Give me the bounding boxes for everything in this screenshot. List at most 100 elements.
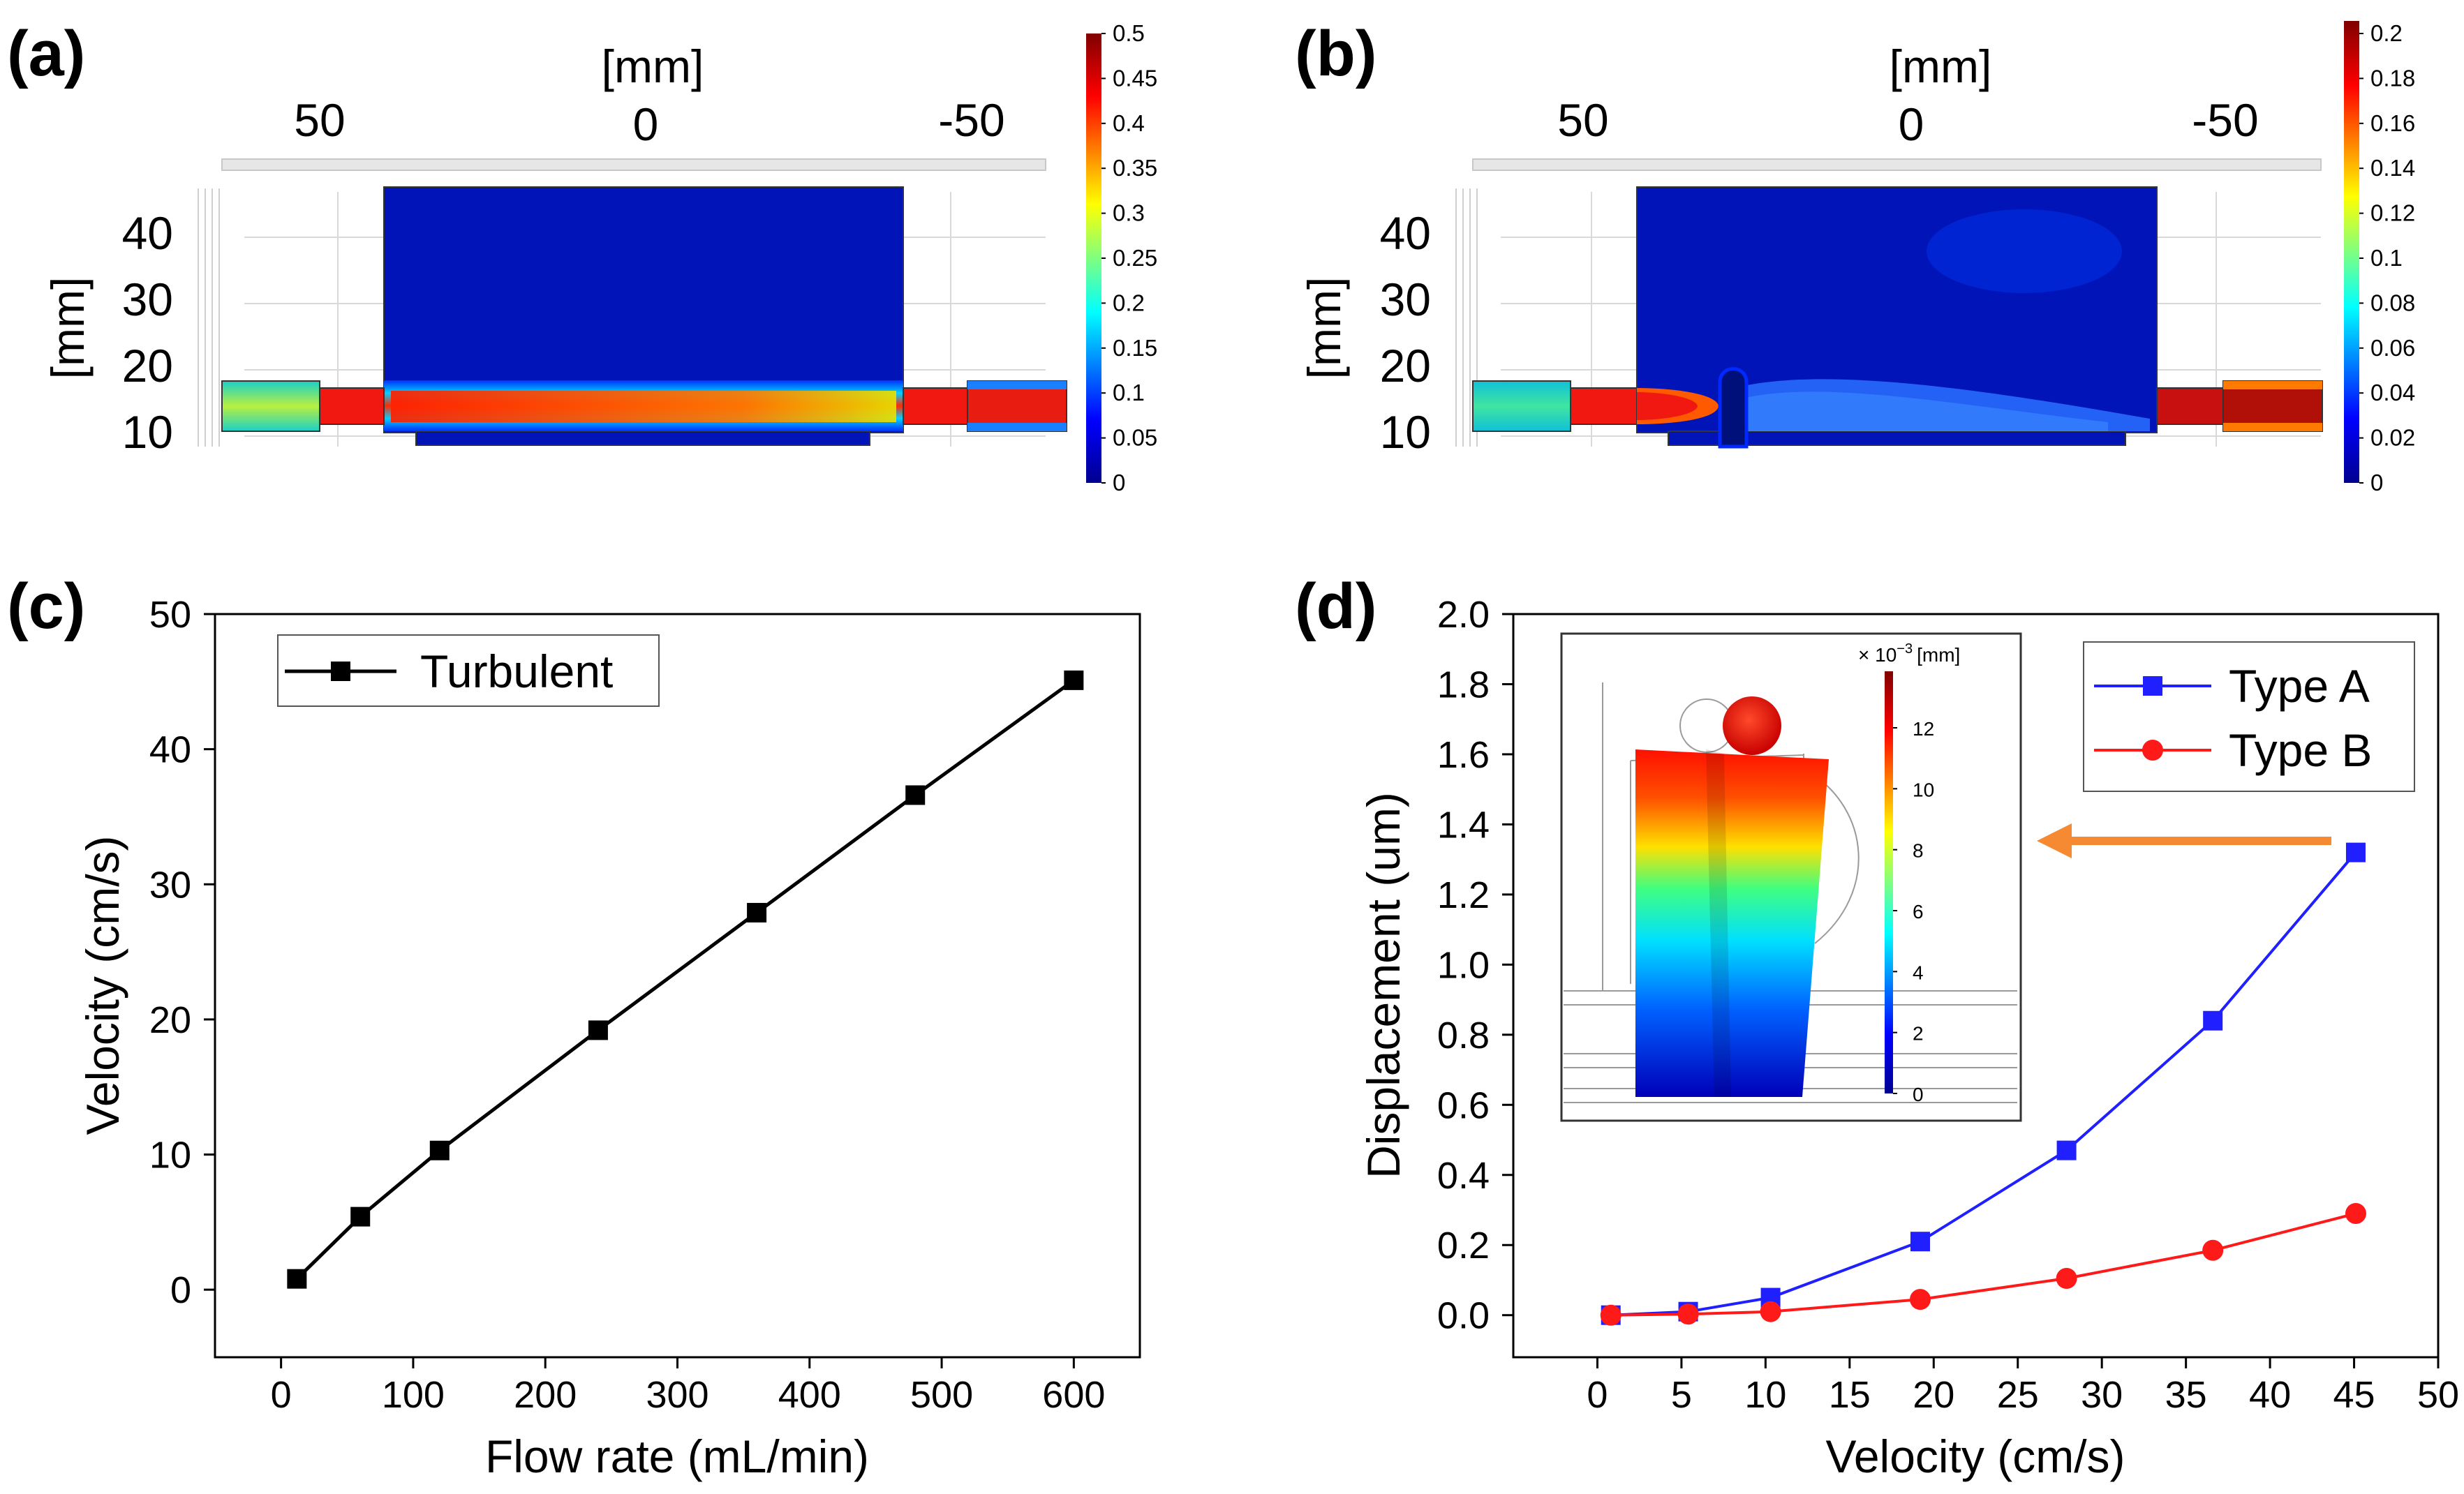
panel-c-data-point	[588, 1020, 608, 1040]
panel-b-ytick-20: 20	[1380, 340, 1431, 391]
panel-d-data-point	[2203, 1010, 2223, 1031]
panel-c-x-tick-label: 400	[778, 1374, 841, 1416]
panel-a-top-axis-rail	[221, 158, 1046, 171]
panel-a-colorbar-tick-label: 0.15	[1113, 335, 1157, 361]
panel-a-left-axis-rail	[198, 188, 220, 447]
panel-b-left-unit: [mm]	[1298, 277, 1350, 380]
panel-a-colorbar-tick-label: 0.1	[1113, 380, 1145, 405]
panel-a-colorbar-tick-label: 0.4	[1113, 110, 1145, 136]
panel-c-y-tick-label: 20	[149, 999, 191, 1041]
panel-c-series-line	[295, 678, 1075, 1280]
panel-a-colorbar-tick-label: 0.3	[1113, 200, 1145, 226]
panel-a-colorbar-ticks: 0.5 0.45 0.4 0.35 0.3 0.25 0.2 0.15 0.1 0.05 0	[1101, 20, 1157, 495]
panel-d-legend-marker-b	[2142, 740, 2163, 761]
panel-a-ytick-30: 30	[122, 274, 173, 325]
panel-b-xtick-0: 0	[1899, 98, 1924, 150]
panel-a-colorbar-tick-label: 0.25	[1113, 245, 1157, 271]
panel-d-x-tick-label: 0	[1587, 1374, 1608, 1416]
panel-d-label: (d)	[1295, 571, 1376, 642]
panel-d-data-point	[2345, 1203, 2366, 1225]
panel-a-velocity-field	[221, 186, 1067, 446]
panel-c-y-axis-label: Velocity (cm/s)	[77, 835, 128, 1135]
panel-b-colorbar-tick-label: 0.02	[2370, 425, 2415, 451]
panel-b-label: (b)	[1295, 18, 1376, 89]
panel-c-x-tick-label: 500	[910, 1374, 973, 1416]
panel-d-data-point	[1760, 1301, 1781, 1322]
panel-b-ytick-10: 10	[1380, 406, 1431, 458]
panel-d-legend-box	[2083, 641, 2415, 792]
panel-b-colorbar-tick-label: 0.12	[2370, 200, 2415, 226]
panel-d-y-tick-label: 1.4	[1437, 804, 1490, 846]
panel-c-y-tick-label: 50	[149, 594, 191, 636]
panel-a-top-unit: [mm]	[602, 40, 704, 92]
panel-c-x-tick-label: 100	[382, 1374, 445, 1416]
panel-b-colorbar-tick-label: 0.08	[2370, 290, 2415, 315]
panel-a-colorbar-tick-label: 0.05	[1113, 425, 1157, 451]
panel-d-chart: 0 5 10 15 20 25 30 35 40 45 500.00.20.40.60.81.01.…	[1437, 594, 2459, 1416]
panel-d-data-point	[1677, 1303, 1699, 1325]
panel-a-colorbar	[1086, 33, 1101, 483]
panel-a-xtick-50: 50	[294, 94, 345, 146]
panel-d-data-point	[2056, 1267, 2077, 1289]
panel-d-x-tick-label: 15	[1829, 1374, 1871, 1416]
panel-a-xtick-neg50: -50	[938, 94, 1004, 146]
panel-c-y-tick-label: 40	[149, 729, 191, 771]
panel-d-y-tick-label: 0.2	[1437, 1225, 1490, 1267]
panel-c-legend-marker	[331, 662, 350, 681]
panel-d-inset-colorbar-tick-label: 4	[1913, 962, 1924, 983]
panel-d-inset-pillar-shade	[1706, 749, 1731, 1097]
panel-d-inset-ball	[1723, 696, 1781, 755]
panel-d-plot-frame	[1512, 613, 2440, 1359]
panel-c-x-tick-label: 200	[514, 1374, 577, 1416]
panel-b-colorbar-tick-label: 0.2	[2370, 20, 2403, 46]
panel-d-y-tick-label: 0.0	[1437, 1295, 1490, 1337]
panel-c-y-tick-label: 0	[170, 1269, 191, 1311]
panel-c-legend: Turbulent	[277, 634, 660, 707]
panel-d-series-line	[1610, 1212, 2357, 1317]
panel-d-data-point	[2056, 1140, 2077, 1160]
panel-b-colorbar-tick-label: 0.04	[2370, 380, 2415, 405]
panel-d-y-axis-label: Displacement (um)	[1358, 792, 1409, 1179]
panel-d-inset-pillar	[1635, 749, 1829, 1097]
panel-d-y-tick-label: 1.6	[1437, 734, 1490, 776]
panel-d-x-tick-label: 30	[2081, 1374, 2123, 1416]
panel-d-x-tick-label: 35	[2165, 1374, 2207, 1416]
panel-b-colorbar-tick-label: 0.18	[2370, 65, 2415, 91]
panel-c-legend-label: Turbulent	[420, 645, 613, 697]
panel-c-data-point	[905, 785, 926, 805]
panel-d-inset-colorbar	[1885, 671, 1893, 1093]
panel-d-inset-colorbar-tick-label: 2	[1913, 1023, 1924, 1045]
panel-c-x-tick-label: 0	[271, 1374, 292, 1416]
panel-c-data-point	[1064, 670, 1084, 690]
panel-d-inset-colorbar-ticks: 12 10 8 6 4 2 0	[1893, 718, 1934, 1105]
panel-d-inset-colorbar-tick-label: 8	[1913, 840, 1924, 862]
panel-a-ytick-40: 40	[122, 207, 173, 259]
panel-d-legend-label-a: Type A	[2229, 660, 2370, 712]
panel-b-left-axis-rail	[1455, 188, 1478, 447]
panel-a: (a) [mm] 50 0 -50 40 30 20 10 [mm]	[7, 18, 1157, 495]
panel-a-colorbar-tick-label: 0.5	[1113, 20, 1145, 46]
panel-a-colorbar-tick-label: 0.45	[1113, 65, 1157, 91]
panel-d-y-tick-label: 1.8	[1437, 664, 1490, 705]
panel-d-y-tick-label: 0.8	[1437, 1015, 1490, 1056]
panel-c-plot-frame	[214, 613, 1141, 1359]
panel-b-colorbar-tick-label: 0.06	[2370, 335, 2415, 361]
panel-a-label: (a)	[7, 18, 85, 89]
panel-d-arrow-head	[2037, 823, 2072, 858]
panel-c-y-tick-label: 30	[149, 864, 191, 906]
panel-a-left-unit: [mm]	[42, 277, 94, 380]
panel-d-x-tick-label: 50	[2417, 1374, 2459, 1416]
panel-b-colorbar	[2344, 21, 2359, 483]
panel-c-chart: 0 100 200 300 400 500 600 0 10 20 30 40 50	[149, 594, 1105, 1416]
panel-d-data-point	[1910, 1232, 1930, 1252]
panel-d-data-point	[2202, 1239, 2224, 1261]
panel-b: (b) [mm] 50 0 -50 40 30 20 10 [mm]	[1295, 18, 2415, 495]
panel-a-xtick-0: 0	[633, 98, 659, 150]
panel-c-data-point	[287, 1269, 307, 1289]
panel-a-colorbar-tick-label: 0.2	[1113, 290, 1145, 315]
panel-d-inset-colorbar-tick-label: 0	[1913, 1084, 1924, 1105]
panel-d-legend: Type A Type B	[2083, 641, 2415, 792]
panel-d-y-tick-label: 0.4	[1437, 1155, 1490, 1197]
panel-a-ytick-10: 10	[122, 406, 173, 458]
panel-d-x-axis-label: Velocity (cm/s)	[1825, 1430, 2125, 1482]
